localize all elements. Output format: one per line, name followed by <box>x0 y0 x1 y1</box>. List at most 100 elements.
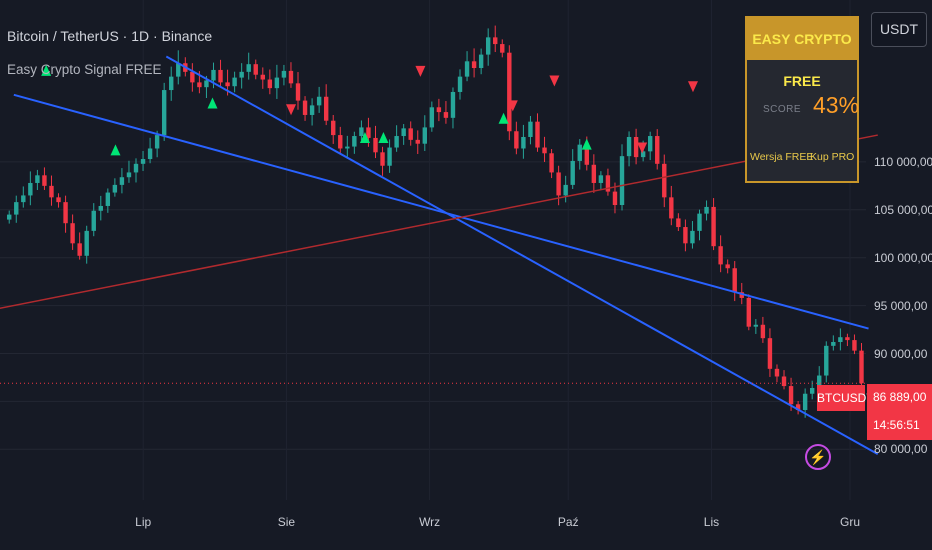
candle <box>781 370 787 390</box>
candle <box>281 64 287 86</box>
candle <box>331 115 336 144</box>
candle <box>338 126 343 155</box>
channel-upper-line[interactable] <box>13 93 869 330</box>
buy-signal-icon <box>110 144 121 156</box>
candle <box>394 125 399 152</box>
candle <box>49 175 54 206</box>
buy-signal-icon <box>359 131 370 143</box>
candle <box>232 71 237 93</box>
candle <box>140 150 146 171</box>
candle <box>690 221 695 249</box>
candle <box>697 209 702 241</box>
buy-signal-icon <box>41 64 52 76</box>
score-row: SCORE 43% <box>747 84 860 124</box>
candle <box>119 168 125 194</box>
candle <box>316 86 322 113</box>
sell-signal-icon <box>507 100 518 112</box>
candle <box>77 232 82 260</box>
red-trendline-line[interactable] <box>0 134 878 323</box>
candle <box>845 333 850 347</box>
candle <box>549 149 554 179</box>
price-tick-label: 105 000,00 <box>874 202 932 217</box>
candle <box>669 185 674 226</box>
candle <box>352 131 357 154</box>
candle <box>852 334 857 355</box>
candle <box>767 328 773 377</box>
channel-lower-line[interactable] <box>165 55 879 455</box>
candle <box>704 200 709 221</box>
candle <box>478 48 484 75</box>
price-tick-label: 95 000,00 <box>874 298 928 313</box>
candle <box>612 182 618 214</box>
candle <box>676 213 681 231</box>
candle <box>436 98 442 122</box>
candles <box>7 25 864 418</box>
candle <box>457 69 463 100</box>
candle <box>500 39 505 58</box>
indicator-title[interactable]: Easy Crypto Signal FREE <box>7 62 162 77</box>
sell-signal-icon <box>549 75 560 87</box>
candle <box>591 154 597 193</box>
candle <box>605 168 611 196</box>
price-tick-label: 110 000,00 <box>874 154 932 169</box>
candle <box>429 101 435 132</box>
candle <box>507 45 512 141</box>
candle <box>809 380 815 400</box>
candle <box>450 87 456 129</box>
candle <box>126 160 132 183</box>
candle <box>154 130 160 158</box>
version-label: Wersja FREE <box>750 151 814 163</box>
candle <box>253 59 258 80</box>
drawings[interactable] <box>0 55 879 455</box>
candle <box>63 195 68 233</box>
candle <box>323 84 329 126</box>
candle <box>260 67 265 89</box>
candle <box>288 62 294 88</box>
candle <box>359 120 364 141</box>
candle <box>485 28 491 66</box>
symbol-title[interactable]: Bitcoin / TetherUS · 1D · Binance <box>7 28 213 44</box>
candle <box>267 69 273 95</box>
candle <box>598 171 604 190</box>
candle <box>859 343 864 391</box>
candle <box>190 63 195 92</box>
date-tick-label: Lip <box>135 515 152 529</box>
candle <box>732 261 737 302</box>
date-tick-label: Lis <box>703 515 720 529</box>
buy-pro-link[interactable]: Kup PRO <box>810 151 855 163</box>
candle <box>14 195 19 223</box>
candle <box>380 146 385 176</box>
candle <box>563 175 568 203</box>
candle <box>387 139 392 173</box>
currency-button[interactable]: USDT <box>871 12 927 47</box>
lightning-icon[interactable]: ⚡ <box>805 444 831 470</box>
candle <box>626 131 632 167</box>
candle <box>577 139 582 170</box>
candle <box>471 48 477 78</box>
candle <box>683 219 688 252</box>
candle <box>633 128 639 165</box>
signals <box>41 64 698 156</box>
candle <box>35 169 40 190</box>
candle <box>422 115 427 151</box>
candle <box>401 124 406 145</box>
candle <box>725 259 730 274</box>
price-tick-label: 100 000,00 <box>874 250 932 265</box>
candle <box>521 124 526 159</box>
sell-signal-icon <box>687 81 698 93</box>
candle <box>655 129 660 170</box>
candle <box>795 401 801 415</box>
candle <box>662 154 667 208</box>
score-label: SCORE <box>763 104 802 115</box>
date-tick-label: Paź <box>557 515 579 529</box>
candle <box>161 82 167 141</box>
candle <box>718 235 723 273</box>
candle <box>91 203 96 237</box>
date-tick-label: Sie <box>277 515 296 529</box>
date-tick-label: Wrz <box>419 515 441 529</box>
candle <box>147 137 153 164</box>
score-value: 43% <box>813 92 860 118</box>
sell-signal-icon <box>637 142 648 154</box>
